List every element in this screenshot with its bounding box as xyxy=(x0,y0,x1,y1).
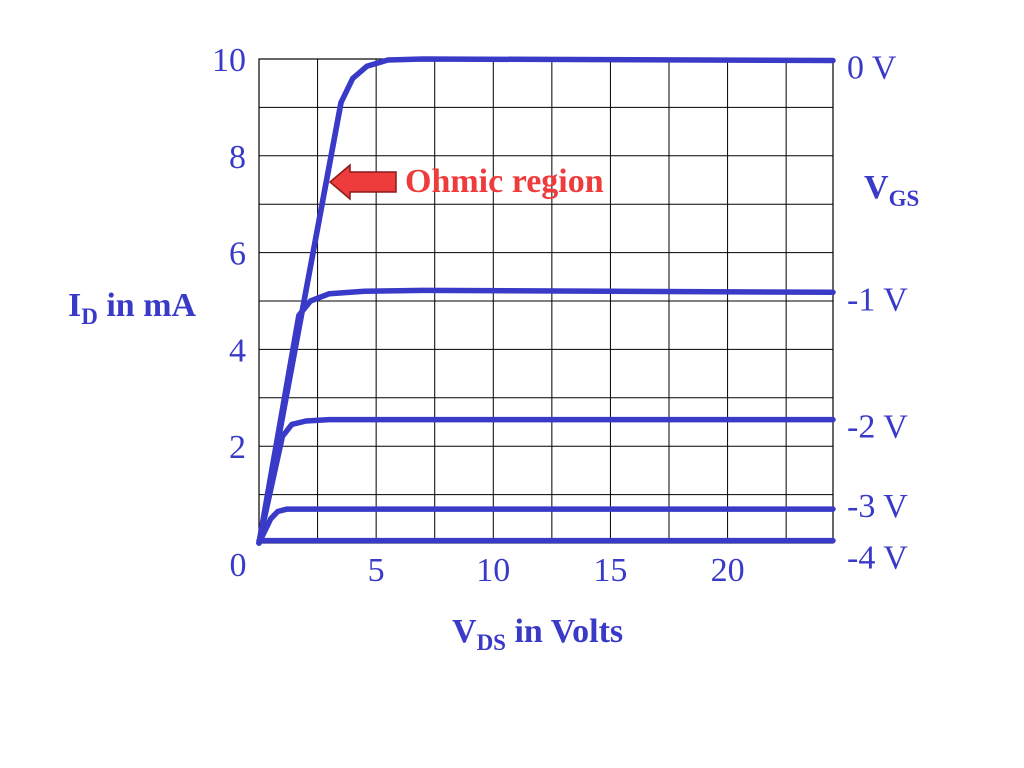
legend-title-sub: GS xyxy=(889,186,920,211)
curve-label: -3 V xyxy=(847,488,908,525)
x-tick-label: 15 xyxy=(593,552,627,589)
x-axis-title-main: V xyxy=(452,613,477,650)
curve-label: 0 V xyxy=(847,49,897,86)
curve-labels: 0 V -1 V -2 V -3 V -4 V xyxy=(847,49,908,576)
y-axis-title-rest: in mA xyxy=(98,287,197,324)
y-tick-label: 4 xyxy=(229,332,246,369)
series-line-3 xyxy=(256,506,836,546)
series-line-1 xyxy=(256,287,836,546)
y-tick-label: 8 xyxy=(229,139,246,176)
x-tick-label: 20 xyxy=(711,552,745,589)
y-tick-label: 2 xyxy=(229,429,246,466)
curve-label: -4 V xyxy=(847,540,908,577)
x-axis-title: VDS in Volts xyxy=(452,613,623,655)
y-axis-title-main: I xyxy=(68,287,81,324)
y-tick-label: 10 xyxy=(212,42,246,79)
x-tick-label: 0 xyxy=(230,547,247,584)
curve-label: -2 V xyxy=(847,409,908,446)
pinch-off-line xyxy=(256,99,344,546)
series-line-2 xyxy=(256,416,836,546)
legend-title: VGS xyxy=(864,169,919,211)
ohmic-region-annotation: Ohmic region xyxy=(328,163,604,201)
y-axis-title-sub: D xyxy=(81,304,98,329)
series-group xyxy=(256,56,836,546)
legend-title-main: V xyxy=(864,169,889,206)
x-tick-label: 5 xyxy=(368,552,385,589)
ohmic-region-label: Ohmic region xyxy=(405,163,604,200)
tick-labels: 0 5 10 15 20 2 4 6 8 10 xyxy=(212,42,745,589)
y-tick-label: 6 xyxy=(229,236,246,273)
grid xyxy=(258,58,834,544)
x-axis-title-sub: DS xyxy=(477,630,506,655)
x-axis-title-rest: in Volts xyxy=(506,613,623,650)
curve-label: -1 V xyxy=(847,281,908,318)
left-arrow-icon xyxy=(328,163,397,201)
x-tick-label: 10 xyxy=(476,552,510,589)
y-axis-title: ID in mA xyxy=(68,287,197,329)
